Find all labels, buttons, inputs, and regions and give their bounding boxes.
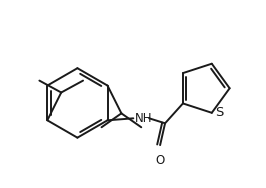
Text: NH: NH <box>135 112 153 125</box>
Text: O: O <box>156 154 165 167</box>
Text: S: S <box>215 106 223 119</box>
